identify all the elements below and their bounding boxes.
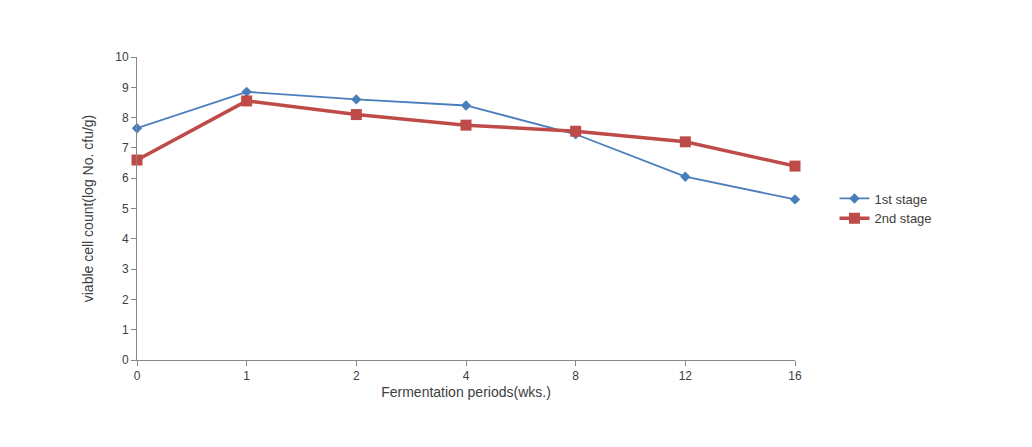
svg-text:3: 3 xyxy=(122,262,129,276)
svg-text:2: 2 xyxy=(353,369,360,383)
svg-text:9: 9 xyxy=(122,81,129,95)
svg-text:0: 0 xyxy=(122,353,129,367)
svg-text:1: 1 xyxy=(243,369,250,383)
svg-text:viable cell count(log No. cfu/: viable cell count(log No. cfu/g) xyxy=(80,115,96,303)
svg-text:8: 8 xyxy=(122,111,129,125)
svg-text:0: 0 xyxy=(134,369,141,383)
svg-text:Fermentation periods(wks.): Fermentation periods(wks.) xyxy=(381,384,551,400)
svg-text:5: 5 xyxy=(122,202,129,216)
svg-text:7: 7 xyxy=(122,141,129,155)
svg-text:12: 12 xyxy=(679,369,693,383)
svg-text:6: 6 xyxy=(122,171,129,185)
svg-text:4: 4 xyxy=(463,369,470,383)
svg-text:8: 8 xyxy=(572,369,579,383)
svg-text:10: 10 xyxy=(115,50,129,64)
svg-text:2nd stage: 2nd stage xyxy=(874,211,931,226)
svg-text:16: 16 xyxy=(788,369,802,383)
svg-text:2: 2 xyxy=(122,293,129,307)
svg-text:1: 1 xyxy=(122,323,129,337)
svg-text:4: 4 xyxy=(122,232,129,246)
svg-text:1st stage: 1st stage xyxy=(874,192,927,207)
